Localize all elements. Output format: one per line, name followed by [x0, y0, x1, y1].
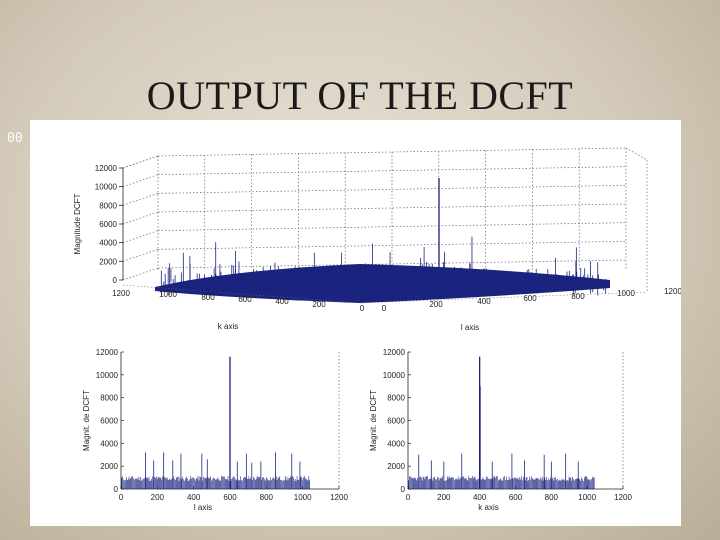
l-axis-label: l axis	[461, 323, 479, 332]
k-tick-label: 1000	[159, 290, 177, 299]
z-axis-label: Magnitude DCFT	[73, 193, 82, 254]
right-plot-y-tick-label: 0	[401, 485, 406, 494]
right-plot-y-tick-label: 10000	[383, 371, 406, 380]
side-wall-gridline	[122, 174, 159, 187]
left-plot-y-tick-label: 10000	[96, 371, 119, 380]
k-tick-label: 400	[275, 297, 289, 306]
l-tick-label: 800	[571, 292, 585, 301]
z-tick-label: 4000	[99, 239, 117, 248]
l-tick-label: 1000	[617, 289, 635, 298]
right-plot-x-tick-label: 600	[509, 493, 523, 502]
side-wall-gridline	[122, 230, 159, 243]
surface-mass	[155, 264, 610, 303]
back-wall-gridline	[157, 259, 627, 269]
side-wall-gridline	[122, 193, 159, 206]
left-plot-x-axis-label: l axis	[194, 503, 212, 512]
floor-edge	[359, 291, 648, 304]
left-plot-x-tick-label: 0	[119, 493, 124, 502]
slide-title: OUTPUT OF THE DCFT	[146, 73, 574, 118]
right-plot-x-tick-label: 800	[545, 493, 559, 502]
l-tick-label: 0	[382, 304, 387, 313]
z-tick-label: 12000	[95, 164, 118, 173]
side-wall-gridline	[122, 211, 159, 225]
back-wall-gridline	[157, 184, 627, 194]
figure-panel: 0 2000 4000 6000 8000 10000 12000 Magnitude DCF…	[30, 120, 682, 526]
floor-edge	[122, 284, 361, 304]
k-tick-label: 800	[201, 293, 215, 302]
side-wall-gridline	[122, 267, 159, 281]
z-tick-label: 10000	[95, 183, 118, 192]
right-plot-y-tick-label: 12000	[383, 348, 406, 357]
right-plot-y-tick-label: 2000	[387, 462, 405, 471]
k-tick-label: 200	[312, 300, 326, 309]
side-wall-edge	[122, 155, 159, 169]
k-axis-label: k axis	[218, 322, 238, 331]
right-plot-y-axis-label: Magnit. de DCFT	[369, 390, 378, 451]
back-wall-gridline	[157, 203, 627, 213]
left-plot-y-tick-label: 12000	[96, 348, 119, 357]
left-plot-x-tick-label: 200	[151, 493, 165, 502]
back-wall-gridline	[157, 240, 627, 250]
right-plot-x-tick-label: 0	[406, 493, 411, 502]
slide-number: 00	[7, 131, 23, 146]
right-plot-y-tick-label: 8000	[387, 394, 405, 403]
back-wall-gridline	[157, 166, 627, 176]
back-wall-gridline	[157, 222, 627, 232]
l-tick-label: 200	[429, 300, 443, 309]
right-plot-x-tick-label: 400	[473, 493, 487, 502]
back-wall-gridline	[157, 147, 627, 157]
left-plot-x-tick-label: 400	[187, 493, 201, 502]
left-plot-x-tick-label: 600	[223, 493, 237, 502]
right-plot-x-tick-label: 1200	[614, 493, 632, 502]
left-plot-y-axis-label: Magnit. de DCFT	[82, 390, 91, 451]
l-tick-label: 400	[477, 297, 491, 306]
z-tick-label: 2000	[99, 257, 117, 266]
left-plot-y-tick-label: 2000	[100, 462, 118, 471]
k-tick-label: 600	[238, 295, 252, 304]
side-wall-gridline	[122, 249, 159, 262]
right-plot-y-tick-label: 6000	[387, 417, 405, 426]
z-tick-label: 6000	[99, 220, 117, 229]
left-plot-y-tick-label: 0	[114, 485, 119, 494]
z-tick-label: 0	[113, 276, 118, 285]
z-tick-label: 8000	[99, 201, 117, 210]
left-plot-y-tick-label: 4000	[100, 439, 118, 448]
right-plot-y-tick-label: 4000	[387, 439, 405, 448]
k-tick-label: 0	[360, 304, 365, 313]
right-plot-x-tick-label: 1000	[578, 493, 596, 502]
side-wall-edge	[625, 147, 648, 161]
right-plot-x-tick-label: 200	[437, 493, 451, 502]
left-plot-x-tick-label: 800	[260, 493, 274, 502]
l-tick-label: 1200	[664, 287, 681, 296]
left-plot-x-tick-label: 1000	[294, 493, 312, 502]
left-plot-y-tick-label: 6000	[100, 417, 118, 426]
left-plot-x-tick-label: 1200	[330, 493, 348, 502]
right-plot-x-axis-label: k axis	[478, 503, 498, 512]
l-tick-label: 600	[523, 294, 537, 303]
left-plot-y-tick-label: 8000	[100, 394, 118, 403]
k-tick-label: 1200	[112, 289, 130, 298]
